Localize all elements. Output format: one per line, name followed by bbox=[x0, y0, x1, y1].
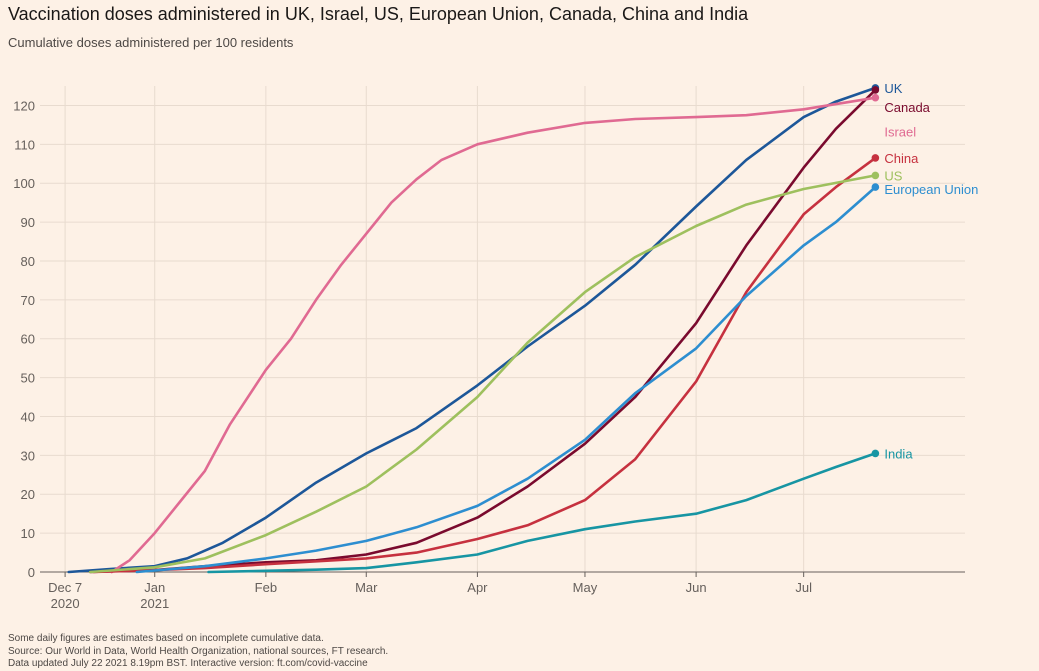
y-tick-label-80: 80 bbox=[21, 254, 35, 269]
series-line-israel bbox=[110, 96, 877, 574]
chart-title: Vaccination doses administered in UK, Is… bbox=[8, 4, 749, 24]
x-tick-sublabel-0: 2020 bbox=[51, 596, 80, 611]
y-tick-label-120: 120 bbox=[13, 98, 35, 113]
series-line-uk bbox=[67, 86, 877, 574]
series-end-dot-us bbox=[871, 171, 880, 180]
series-label-china: China bbox=[884, 151, 919, 166]
y-tick-label-50: 50 bbox=[21, 371, 35, 386]
series-line-eu bbox=[135, 185, 877, 574]
y-tick-label-90: 90 bbox=[21, 215, 35, 230]
series-lines bbox=[67, 84, 880, 574]
y-tick-label-0: 0 bbox=[28, 565, 35, 580]
series-label-india: India bbox=[884, 446, 913, 461]
x-tick-label-3: Mar bbox=[355, 580, 378, 595]
x-tick-sublabel-1: 2021 bbox=[140, 596, 169, 611]
y-tick-label-10: 10 bbox=[21, 526, 35, 541]
x-tick-label-2: Feb bbox=[255, 580, 277, 595]
series-line-us bbox=[88, 174, 877, 574]
series-end-dot-india bbox=[871, 449, 880, 458]
chart-subtitle: Cumulative doses administered per 100 re… bbox=[8, 35, 294, 50]
x-tick-label-5: May bbox=[573, 580, 598, 595]
series-end-dot-china bbox=[871, 154, 880, 162]
y-tick-label-70: 70 bbox=[21, 293, 35, 308]
series-end-dot-israel bbox=[871, 93, 880, 102]
series-label-canada: Canada bbox=[884, 100, 930, 115]
x-tick-label-6: Jun bbox=[686, 580, 707, 595]
series-label-israel: Israel bbox=[884, 125, 916, 140]
series-line-india bbox=[207, 452, 877, 574]
gridlines bbox=[40, 86, 965, 572]
series-end-dot-canada bbox=[871, 86, 880, 94]
y-tick-label-40: 40 bbox=[21, 409, 35, 424]
series-label-eu: European Union bbox=[884, 182, 978, 197]
y-tick-label-100: 100 bbox=[13, 176, 35, 191]
series-line-canada bbox=[88, 88, 877, 574]
footnote-estimates: Some daily figures are estimates based o… bbox=[8, 633, 324, 644]
series-label-us: US bbox=[884, 168, 902, 183]
footnote-updated: Data updated July 22 2021 8.19pm BST. In… bbox=[8, 658, 368, 669]
series-line-china bbox=[92, 156, 877, 574]
y-tick-label-30: 30 bbox=[21, 448, 35, 463]
series-end-dot-eu bbox=[871, 183, 880, 191]
x-tick-label-1: Jan bbox=[144, 580, 165, 595]
x-tick-label-0: Dec 7 bbox=[48, 580, 82, 595]
y-tick-label-60: 60 bbox=[21, 332, 35, 347]
y-tick-label-20: 20 bbox=[21, 487, 35, 502]
footnote-source: Source: Our World in Data, World Health … bbox=[8, 645, 389, 657]
series-label-uk: UK bbox=[884, 81, 902, 96]
y-tick-label-110: 110 bbox=[14, 137, 35, 152]
footnotes: Some daily figures are estimates based o… bbox=[8, 633, 388, 671]
x-tick-label-7: Jul bbox=[795, 580, 812, 595]
x-tick-label-4: Apr bbox=[467, 580, 488, 595]
